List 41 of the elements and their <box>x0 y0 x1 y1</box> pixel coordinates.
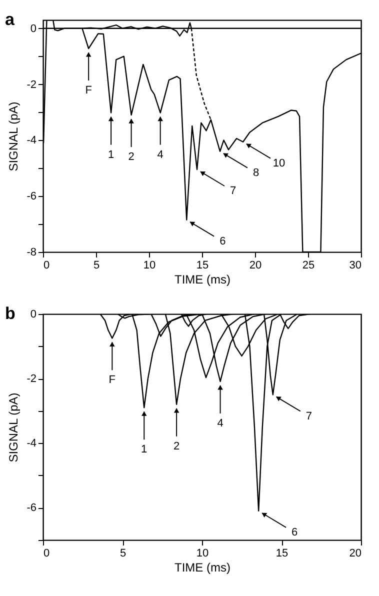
x-tick-label: 5 <box>93 260 100 272</box>
x-tick-label: 30 <box>349 260 362 272</box>
annotation: 2 <box>128 151 134 164</box>
y-tick-label: -2 <box>26 78 36 91</box>
x-tick-label: 25 <box>302 260 315 272</box>
y-tick-label: -6 <box>26 190 36 203</box>
y-tick-label: -8 <box>26 246 36 258</box>
annotation: 6 <box>292 526 298 539</box>
annotation: F <box>85 84 92 97</box>
y-tick-label: -2 <box>26 373 36 386</box>
y-tick-label: -6 <box>26 502 36 514</box>
annotation: 1 <box>141 444 148 456</box>
x-tick-label: 10 <box>143 260 156 272</box>
x-axis-title: TIME (ms) <box>174 560 230 574</box>
annotation: 7 <box>306 410 312 422</box>
y-axis-title: SIGNAL (pA) <box>6 392 21 462</box>
y-tick-label: -4 <box>26 134 36 147</box>
x-tick-label: 20 <box>349 548 362 560</box>
annotation: 7 <box>230 185 236 198</box>
x-tick-label: 5 <box>120 548 126 560</box>
chart-title: a <box>5 10 15 29</box>
annotation: 2 <box>173 440 180 452</box>
x-tick-label: 0 <box>44 260 50 272</box>
y-tick-label: 0 <box>30 22 36 35</box>
y-axis-title: SIGNAL (pA) <box>6 102 21 172</box>
annotation: 10 <box>272 157 286 170</box>
annotation: 6 <box>220 235 226 248</box>
annotation: 8 <box>252 166 260 179</box>
x-tick-label: 20 <box>249 260 262 272</box>
x-tick-label: 0 <box>44 548 50 560</box>
annotation: F <box>108 374 116 386</box>
y-tick-label: 0 <box>30 308 36 320</box>
annotation: 1 <box>108 148 114 161</box>
x-tick-label: 15 <box>276 548 288 560</box>
y-tick-label: -4 <box>26 438 36 450</box>
x-tick-label: 15 <box>196 260 209 272</box>
x-tick-label: 10 <box>196 548 209 560</box>
annotation: 4 <box>217 417 224 430</box>
chart-title: b <box>5 304 16 323</box>
annotation: 4 <box>157 148 164 161</box>
x-axis-title: TIME (ms) <box>174 272 230 286</box>
